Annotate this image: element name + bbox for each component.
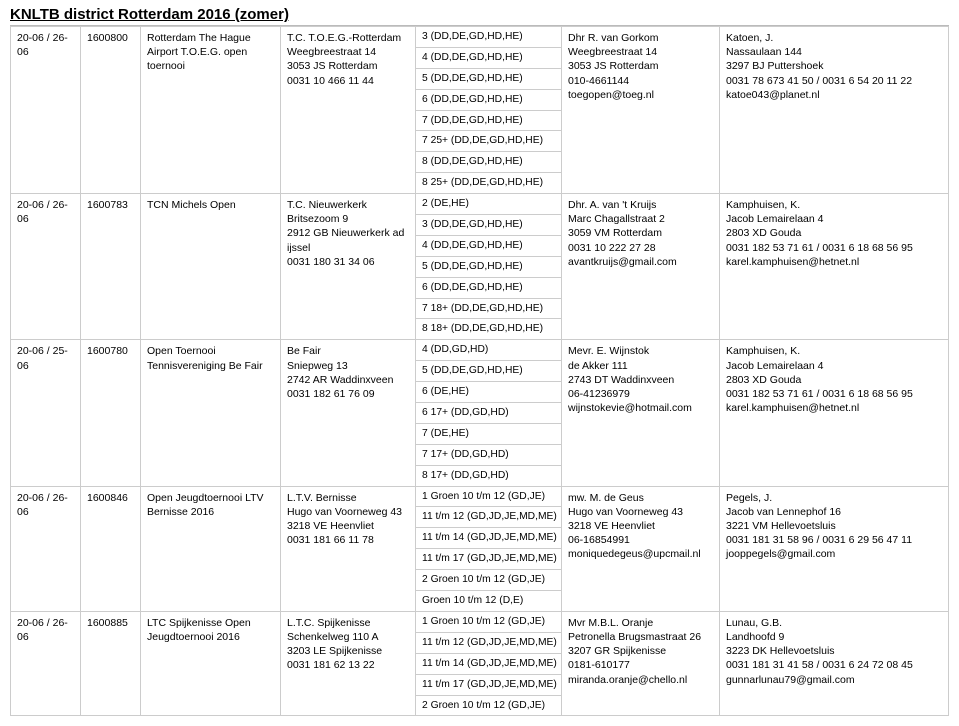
category-line: 8 (DD,DE,GD,HD,HE) <box>416 151 561 172</box>
category-line: 11 t/m 14 (GD,JD,JE,MD,ME) <box>416 527 561 548</box>
cell-location: Be FairSniepweg 132742 AR Waddinxveen003… <box>281 340 416 486</box>
cell-code: 1600885 <box>81 611 141 715</box>
category-line: 8 25+ (DD,DE,GD,HD,HE) <box>416 172 561 193</box>
category-line: 8 17+ (DD,GD,HD) <box>416 465 561 486</box>
cell-delegate: Katoen, J.Nassaulaan 1443297 BJ Puttersh… <box>720 27 949 194</box>
table-row: 20-06 / 26-061600800Rotterdam The Hague … <box>11 27 949 194</box>
cell-contact: Mevr. E. Wijnstokde Akker 1112743 DT Wad… <box>562 340 720 486</box>
cell-delegate: Kamphuisen, K.Jacob Lemairelaan 42803 XD… <box>720 194 949 340</box>
cell-date: 20-06 / 26-06 <box>11 486 81 611</box>
cell-tournament: Rotterdam The Hague Airport T.O.E.G. ope… <box>141 27 281 194</box>
cell-date: 20-06 / 25-06 <box>11 340 81 486</box>
category-line: 7 17+ (DD,GD,HD) <box>416 444 561 465</box>
cell-categories: 2 (DE,HE)3 (DD,DE,GD,HD,HE)4 (DD,DE,GD,H… <box>416 194 562 340</box>
cell-tournament: Open Jeugdtoernooi LTV Bernisse 2016 <box>141 486 281 611</box>
category-line: 5 (DD,DE,GD,HD,HE) <box>416 68 561 89</box>
cell-tournament: Open Toernooi Tennisvereniging Be Fair <box>141 340 281 486</box>
cell-code: 1600800 <box>81 27 141 194</box>
category-line: 11 t/m 17 (GD,JD,JE,MD,ME) <box>416 674 561 695</box>
cell-date: 20-06 / 26-06 <box>11 27 81 194</box>
category-line: 11 t/m 14 (GD,JD,JE,MD,ME) <box>416 653 561 674</box>
table-row: 20-06 / 26-061600846Open Jeugdtoernooi L… <box>11 486 949 611</box>
cell-location: L.T.V. BernisseHugo van Voorneweg 433218… <box>281 486 416 611</box>
category-line: 4 (DD,GD,HD) <box>416 340 561 360</box>
cell-date: 20-06 / 26-06 <box>11 611 81 715</box>
category-line: 6 (DD,DE,GD,HD,HE) <box>416 277 561 298</box>
category-line: 7 (DD,DE,GD,HD,HE) <box>416 110 561 131</box>
cell-location: T.C. NieuwerkerkBritsezoom 92912 GB Nieu… <box>281 194 416 340</box>
cell-categories: 4 (DD,GD,HD)5 (DD,DE,GD,HD,HE)6 (DE,HE)6… <box>416 340 562 486</box>
category-line: Groen 10 t/m 12 (D,E) <box>416 590 561 611</box>
category-line: 6 (DD,DE,GD,HD,HE) <box>416 89 561 110</box>
category-line: 11 t/m 17 (GD,JD,JE,MD,ME) <box>416 548 561 569</box>
category-line: 7 18+ (DD,DE,GD,HD,HE) <box>416 298 561 319</box>
category-line: 2 (DE,HE) <box>416 194 561 214</box>
cell-contact: Dhr. A. van 't KruijsMarc Chagallstraat … <box>562 194 720 340</box>
cell-categories: 3 (DD,DE,GD,HD,HE)4 (DD,DE,GD,HD,HE)5 (D… <box>416 27 562 194</box>
cell-tournament: TCN Michels Open <box>141 194 281 340</box>
category-line: 3 (DD,DE,GD,HD,HE) <box>416 27 561 47</box>
table-row: 20-06 / 25-061600780Open Toernooi Tennis… <box>11 340 949 486</box>
cell-date: 20-06 / 26-06 <box>11 194 81 340</box>
category-line: 2 Groen 10 t/m 12 (GD,JE) <box>416 695 561 716</box>
category-line: 4 (DD,DE,GD,HD,HE) <box>416 47 561 68</box>
cell-code: 1600846 <box>81 486 141 611</box>
cell-code: 1600783 <box>81 194 141 340</box>
category-line: 5 (DD,DE,GD,HD,HE) <box>416 256 561 277</box>
category-line: 8 18+ (DD,DE,GD,HD,HE) <box>416 318 561 339</box>
category-line: 7 25+ (DD,DE,GD,HD,HE) <box>416 130 561 151</box>
cell-categories: 1 Groen 10 t/m 12 (GD,JE)11 t/m 12 (GD,J… <box>416 486 562 611</box>
cell-contact: Dhr R. van GorkomWeegbreestraat 143053 J… <box>562 27 720 194</box>
category-line: 2 Groen 10 t/m 12 (GD,JE) <box>416 569 561 590</box>
cell-delegate: Lunau, G.B.Landhoofd 93223 DK Hellevoets… <box>720 611 949 715</box>
category-line: 1 Groen 10 t/m 12 (GD,JE) <box>416 612 561 632</box>
category-line: 1 Groen 10 t/m 12 (GD,JE) <box>416 487 561 507</box>
page-title: KNLTB district Rotterdam 2016 (zomer) <box>10 6 949 23</box>
category-line: 5 (DD,DE,GD,HD,HE) <box>416 360 561 381</box>
cell-tournament: LTC Spijkenisse Open Jeugdtoernooi 2016 <box>141 611 281 715</box>
table-row: 20-06 / 26-061600885LTC Spijkenisse Open… <box>11 611 949 715</box>
cell-delegate: Pegels, J.Jacob van Lennephof 163221 VM … <box>720 486 949 611</box>
category-line: 7 (DE,HE) <box>416 423 561 444</box>
cell-contact: Mvr M.B.L. OranjePetronella Brugsmastraa… <box>562 611 720 715</box>
table-row: 20-06 / 26-061600783TCN Michels OpenT.C.… <box>11 194 949 340</box>
category-line: 6 (DE,HE) <box>416 381 561 402</box>
category-line: 3 (DD,DE,GD,HD,HE) <box>416 214 561 235</box>
category-line: 4 (DD,DE,GD,HD,HE) <box>416 235 561 256</box>
cell-location: T.C. T.O.E.G.-RotterdamWeegbreestraat 14… <box>281 27 416 194</box>
cell-code: 1600780 <box>81 340 141 486</box>
category-line: 6 17+ (DD,GD,HD) <box>416 402 561 423</box>
cell-categories: 1 Groen 10 t/m 12 (GD,JE)11 t/m 12 (GD,J… <box>416 611 562 715</box>
category-line: 11 t/m 12 (GD,JD,JE,MD,ME) <box>416 632 561 653</box>
category-line: 11 t/m 12 (GD,JD,JE,MD,ME) <box>416 506 561 527</box>
cell-contact: mw. M. de GeusHugo van Voorneweg 433218 … <box>562 486 720 611</box>
cell-location: L.T.C. SpijkenisseSchenkelweg 110 A3203 … <box>281 611 416 715</box>
cell-delegate: Kamphuisen, K.Jacob Lemairelaan 42803 XD… <box>720 340 949 486</box>
tournament-table: 20-06 / 26-061600800Rotterdam The Hague … <box>10 26 949 716</box>
